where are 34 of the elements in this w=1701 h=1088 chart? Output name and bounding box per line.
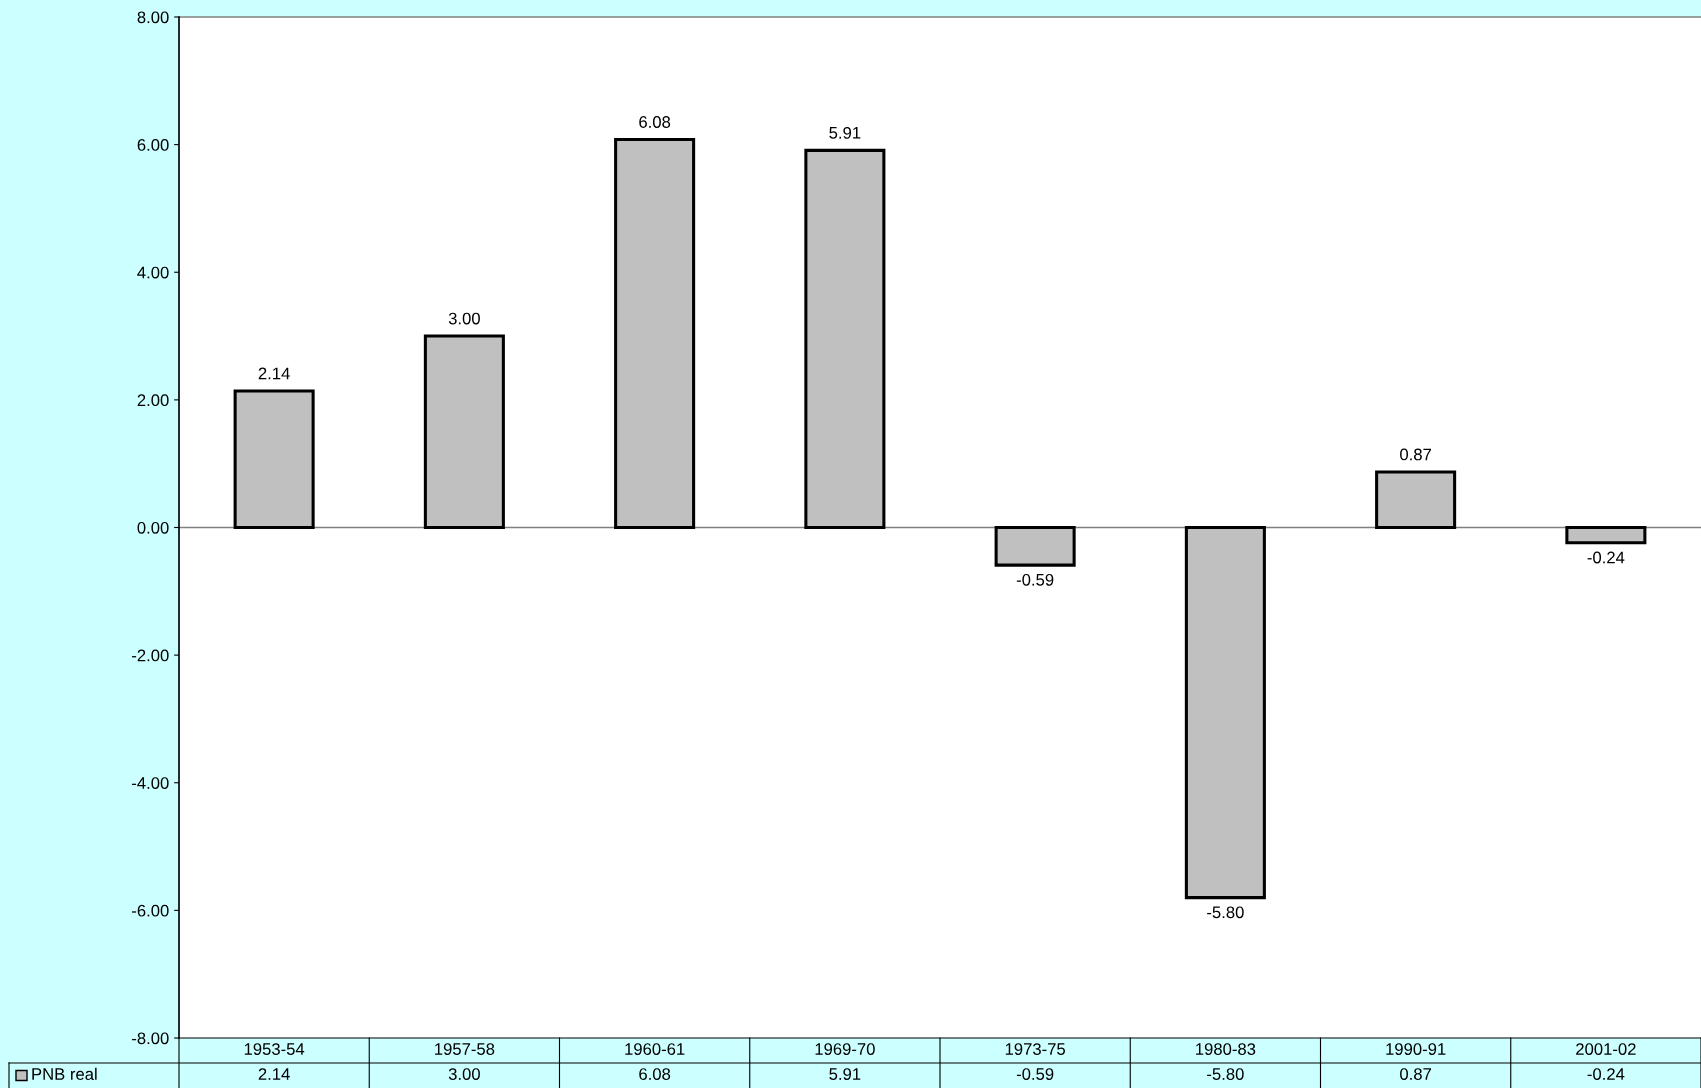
text: -5.80 — [1207, 906, 1244, 919]
y-tick-label: -4.00 — [132, 777, 169, 789]
data-label: 5.91 — [829, 1068, 861, 1080]
x-tick-label: 2001-02 — [1576, 1043, 1636, 1055]
x-tick-label: 1953-54 — [244, 1043, 305, 1055]
text: 3.00 — [448, 312, 480, 325]
x-tick-label: 1980-83 — [1196, 1043, 1256, 1055]
x-tick-label: 1957-58 — [435, 1043, 495, 1055]
text: -0.24 — [1587, 551, 1625, 564]
x-tick-label: 1969-70 — [815, 1043, 875, 1055]
text: -0.59 — [1016, 573, 1054, 586]
data-label: -5.80 — [1207, 1068, 1244, 1080]
y-tick-label: 8.00 — [137, 11, 169, 24]
legend-label: PNB real — [32, 1067, 97, 1080]
x-tick-label: 1990-91 — [1386, 1043, 1446, 1055]
x-tick-label: 1960-61 — [625, 1043, 685, 1055]
data-label: 0.87 — [1400, 1068, 1432, 1080]
data-label: 3.00 — [448, 1068, 480, 1080]
x-tick-label: 1973-75 — [1005, 1043, 1066, 1055]
data-label: -0.24 — [1587, 1068, 1625, 1080]
y-tick-label: 6.00 — [137, 139, 169, 151]
y-tick-label: 0.00 — [137, 521, 169, 534]
y-tick-label: -2.00 — [132, 649, 169, 662]
text: 5.91 — [829, 126, 861, 139]
y-tick-label: 4.00 — [137, 266, 169, 279]
text: 2.14 — [258, 367, 290, 380]
y-tick-label: -8.00 — [132, 1032, 169, 1045]
text: 0.87 — [1400, 448, 1432, 461]
data-label: -0.59 — [1016, 1068, 1054, 1080]
y-tick-label: -6.00 — [132, 904, 169, 917]
y-tick-label: 2.00 — [137, 394, 169, 407]
data-label: 6.08 — [639, 1068, 671, 1080]
text: 6.08 — [639, 116, 671, 128]
data-label: 2.14 — [258, 1068, 290, 1080]
